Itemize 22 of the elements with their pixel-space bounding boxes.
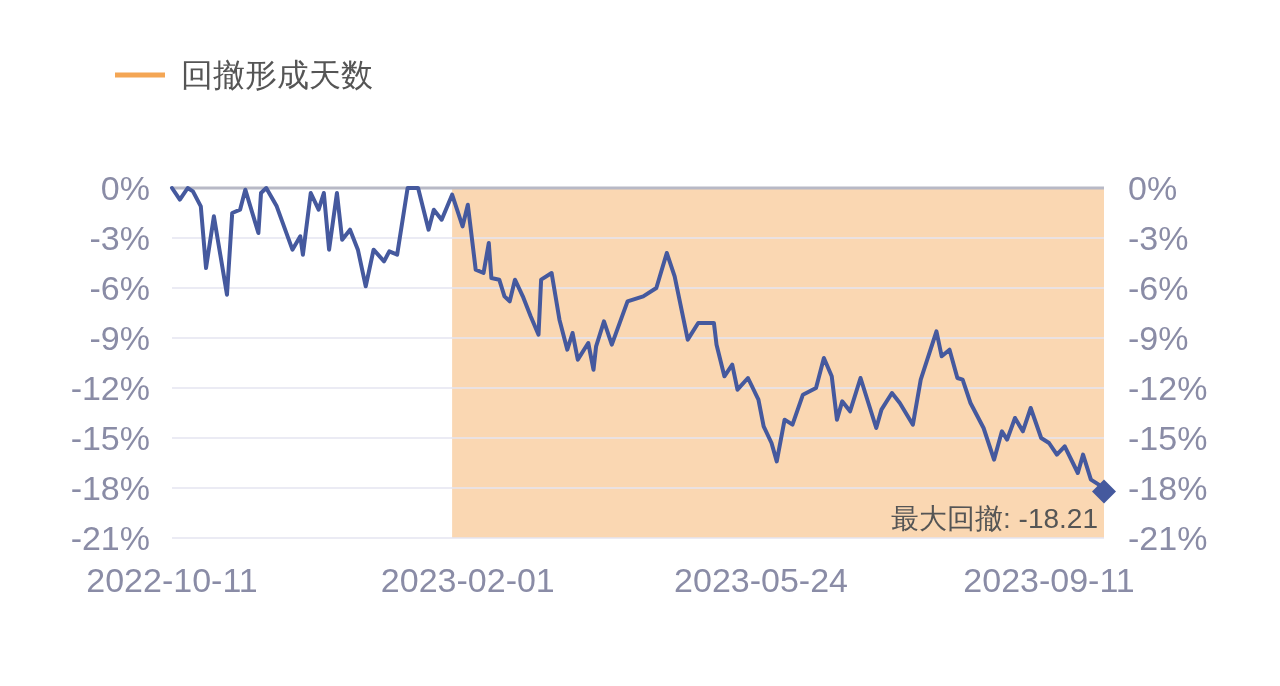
y-tick-label: -18%: [70, 469, 150, 507]
y2-tick-label: -6%: [1128, 269, 1189, 307]
y2-tick-label: -15%: [1128, 419, 1208, 457]
x-tick-label: 2023-09-11: [963, 561, 1135, 599]
x-tick-label: 2023-05-24: [674, 561, 849, 599]
y2-tick-label: -21%: [1128, 519, 1208, 557]
y2-tick-label: -9%: [1128, 319, 1189, 357]
y-tick-label: -15%: [70, 419, 150, 457]
x-tick-label: 2022-10-11: [86, 561, 258, 599]
y-tick-label: -12%: [70, 369, 150, 407]
x-tick-label: 2023-02-01: [380, 561, 555, 599]
y2-tick-label: -18%: [1128, 469, 1208, 507]
y-tick-label: -3%: [89, 219, 150, 257]
y-tick-label: -9%: [89, 319, 150, 357]
annotation: 最大回撤: -18.21: [891, 502, 1098, 534]
y2-tick-label: 0%: [1128, 169, 1178, 207]
y-tick-label: -6%: [89, 269, 150, 307]
y2-tick-label: -3%: [1128, 219, 1189, 257]
y-tick-label: 0%: [100, 169, 150, 207]
legend-label: 回撤形成天数: [181, 57, 373, 93]
y2-tick-label: -12%: [1128, 369, 1208, 407]
y-tick-label: -21%: [70, 519, 150, 557]
